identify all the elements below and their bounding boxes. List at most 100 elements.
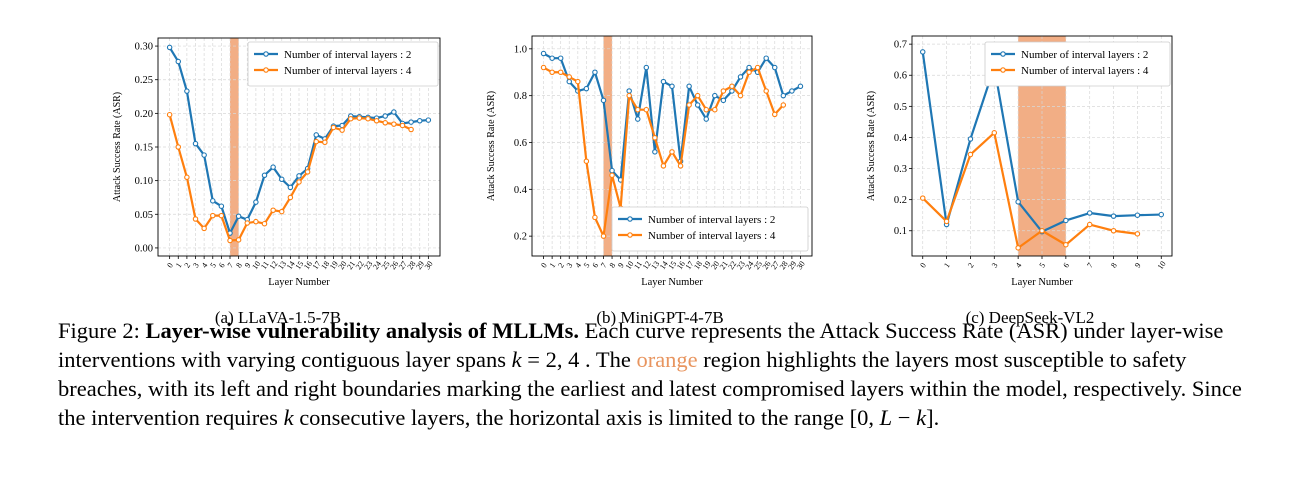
data-point — [626, 92, 632, 99]
data-point — [660, 78, 667, 85]
data-point — [244, 220, 251, 226]
x-tick-label: 23 — [362, 259, 374, 271]
caption-math-range-close: ] — [926, 405, 934, 430]
legend-marker — [627, 216, 633, 222]
data-point — [313, 138, 319, 145]
data-point — [175, 58, 182, 65]
caption-bold-title: Layer-wise vulnerability analysis of MLL… — [145, 318, 580, 343]
data-point — [235, 213, 242, 220]
caption-text-2: . The — [579, 347, 637, 372]
x-tick-label: 21 — [345, 259, 357, 271]
y-axis-label: Attack Success Rate (ASR) — [866, 91, 877, 201]
data-point — [789, 88, 795, 94]
x-tick-label: 12 — [641, 259, 653, 271]
data-point — [201, 152, 207, 158]
data-point — [660, 163, 667, 169]
y-tick-label: 0.7 — [894, 40, 907, 51]
caption-math-k2: k — [283, 405, 294, 430]
data-point — [609, 172, 615, 179]
data-point — [540, 50, 547, 57]
data-point — [279, 176, 285, 183]
y-axis-label: Attack Success Rate (ASR) — [486, 91, 497, 201]
y-tick-label: 1.0 — [514, 44, 527, 55]
y-tick-label: 0.30 — [135, 42, 153, 53]
data-point — [235, 237, 242, 243]
caption-label: Figure 2: — [58, 318, 146, 343]
y-tick-label: 0.15 — [135, 143, 153, 154]
data-point — [549, 69, 555, 75]
data-point — [549, 55, 555, 61]
x-tick-label: 30 — [795, 259, 807, 271]
x-tick-label: 27 — [769, 259, 781, 271]
x-tick-label: 14 — [285, 259, 297, 271]
data-point — [566, 78, 572, 85]
x-tick-label: 8 — [1109, 261, 1119, 269]
x-tick-label: 7 — [226, 261, 236, 269]
x-tick-label: 14 — [658, 259, 670, 271]
data-point — [391, 109, 397, 115]
x-tick-label: 25 — [752, 259, 764, 271]
data-point — [253, 218, 259, 225]
x-tick-label: 15 — [666, 259, 678, 271]
legend-label: Number of interval layers : 4 — [648, 230, 776, 242]
data-point — [192, 140, 199, 147]
data-point — [210, 198, 216, 204]
data-point — [1086, 210, 1093, 216]
data-point — [425, 117, 432, 123]
data-point — [287, 194, 294, 201]
legend-label: Number of interval layers : 2 — [284, 49, 411, 61]
data-point — [1063, 241, 1069, 248]
legend-label: Number of interval layers : 4 — [1021, 65, 1149, 77]
data-point — [227, 237, 233, 244]
y-tick-label: 0.00 — [135, 243, 153, 254]
legend-marker — [263, 67, 269, 73]
data-point — [626, 88, 632, 94]
x-tick-label: 17 — [684, 259, 696, 271]
data-point — [609, 167, 615, 174]
x-tick-label: 16 — [675, 259, 687, 271]
data-point — [322, 139, 328, 146]
x-tick-label: 22 — [354, 259, 366, 271]
x-tick-label: 16 — [302, 259, 314, 271]
x-tick-label: 20 — [709, 259, 721, 271]
x-tick-label: 29 — [414, 259, 426, 271]
x-tick-label: 28 — [778, 259, 790, 271]
y-tick-label: 0.8 — [514, 91, 527, 102]
data-point — [218, 212, 225, 219]
data-point — [583, 85, 590, 92]
x-tick-label: 5 — [1038, 261, 1048, 269]
data-point — [763, 55, 769, 61]
y-tick-label: 0.25 — [135, 75, 153, 86]
x-tick-label: 9 — [616, 261, 626, 269]
x-tick-label: 9 — [243, 261, 253, 269]
x-tick-label: 22 — [726, 259, 738, 271]
data-point — [166, 44, 173, 51]
data-point — [373, 118, 380, 124]
data-point — [1134, 231, 1141, 237]
data-point — [261, 220, 268, 227]
data-point — [780, 102, 787, 108]
data-point — [686, 83, 692, 90]
x-tick-label: 8 — [608, 261, 618, 269]
y-tick-label: 0.4 — [514, 185, 528, 196]
x-tick-label: 3 — [990, 261, 1000, 269]
x-tick-label: 10 — [250, 259, 262, 271]
x-tick-label: 7 — [1085, 261, 1095, 269]
data-point — [365, 115, 371, 122]
data-point — [270, 207, 276, 213]
x-axis-label: Layer Number — [268, 277, 330, 288]
x-tick-label: 12 — [268, 259, 280, 271]
legend-label: Number of interval layers : 2 — [648, 214, 775, 226]
y-tick-label: 0.6 — [514, 138, 527, 149]
x-tick-label: 4 — [1014, 261, 1024, 269]
data-point — [287, 184, 294, 191]
data-point — [643, 64, 650, 71]
data-point — [1015, 245, 1021, 251]
x-tick-label: 18 — [692, 259, 704, 271]
data-point — [712, 92, 718, 99]
x-tick-label: 0 — [165, 261, 175, 269]
legend-marker — [263, 51, 269, 57]
x-tick-label: 4 — [573, 261, 583, 269]
data-point — [592, 214, 598, 221]
chart-panel-c: 0.1 0.2 0.3 0.4 0.5 0.6 0.7 0 1 2 3 4 5 6 7 8 9 10 Layer N… — [840, 22, 1173, 327]
